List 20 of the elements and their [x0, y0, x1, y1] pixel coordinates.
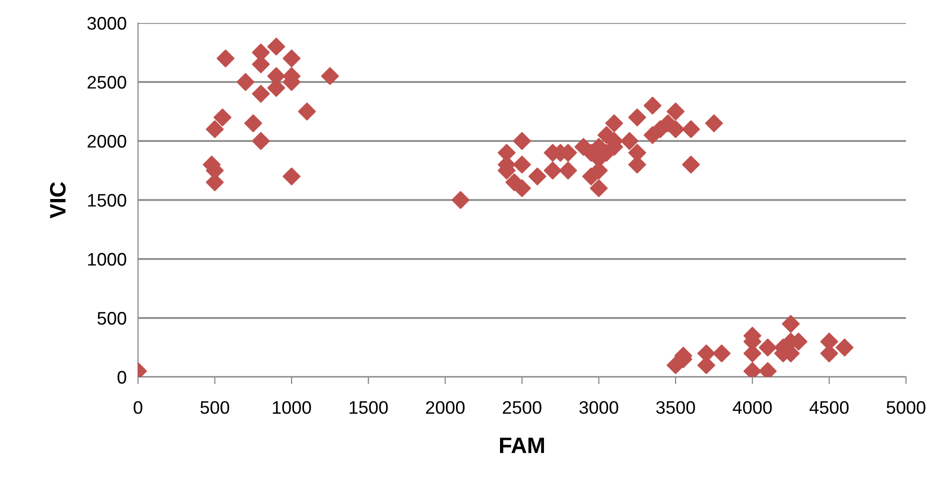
x-axis-title: FAM	[500, 438, 544, 453]
y-tick-label: 0	[118, 370, 126, 384]
x-tick-label: 500	[200, 401, 230, 414]
x-tick-label: 4500	[810, 401, 849, 414]
y-tick-label: 3000	[87, 16, 126, 30]
x-tick-label: 2500	[502, 401, 542, 414]
y-tick-label: 500	[97, 312, 126, 325]
y-tick-label: 1500	[88, 194, 126, 207]
y-tick-label: 2500	[88, 76, 126, 89]
x-tick-label: 1000	[272, 401, 311, 414]
y-tick-label: 1000	[88, 252, 126, 266]
x-tick-label: 5000	[886, 401, 926, 414]
x-tick-label: 3500	[656, 401, 695, 414]
y-axis-title: VIC	[50, 182, 66, 218]
x-tick-label: 1500	[350, 401, 388, 414]
x-tick-label: 3000	[579, 401, 618, 414]
x-tick-label: 2000	[426, 401, 465, 414]
x-tick-label: 0	[134, 401, 142, 414]
y-tick-label: 2000	[88, 134, 126, 148]
x-tick-label: 4000	[732, 401, 772, 414]
